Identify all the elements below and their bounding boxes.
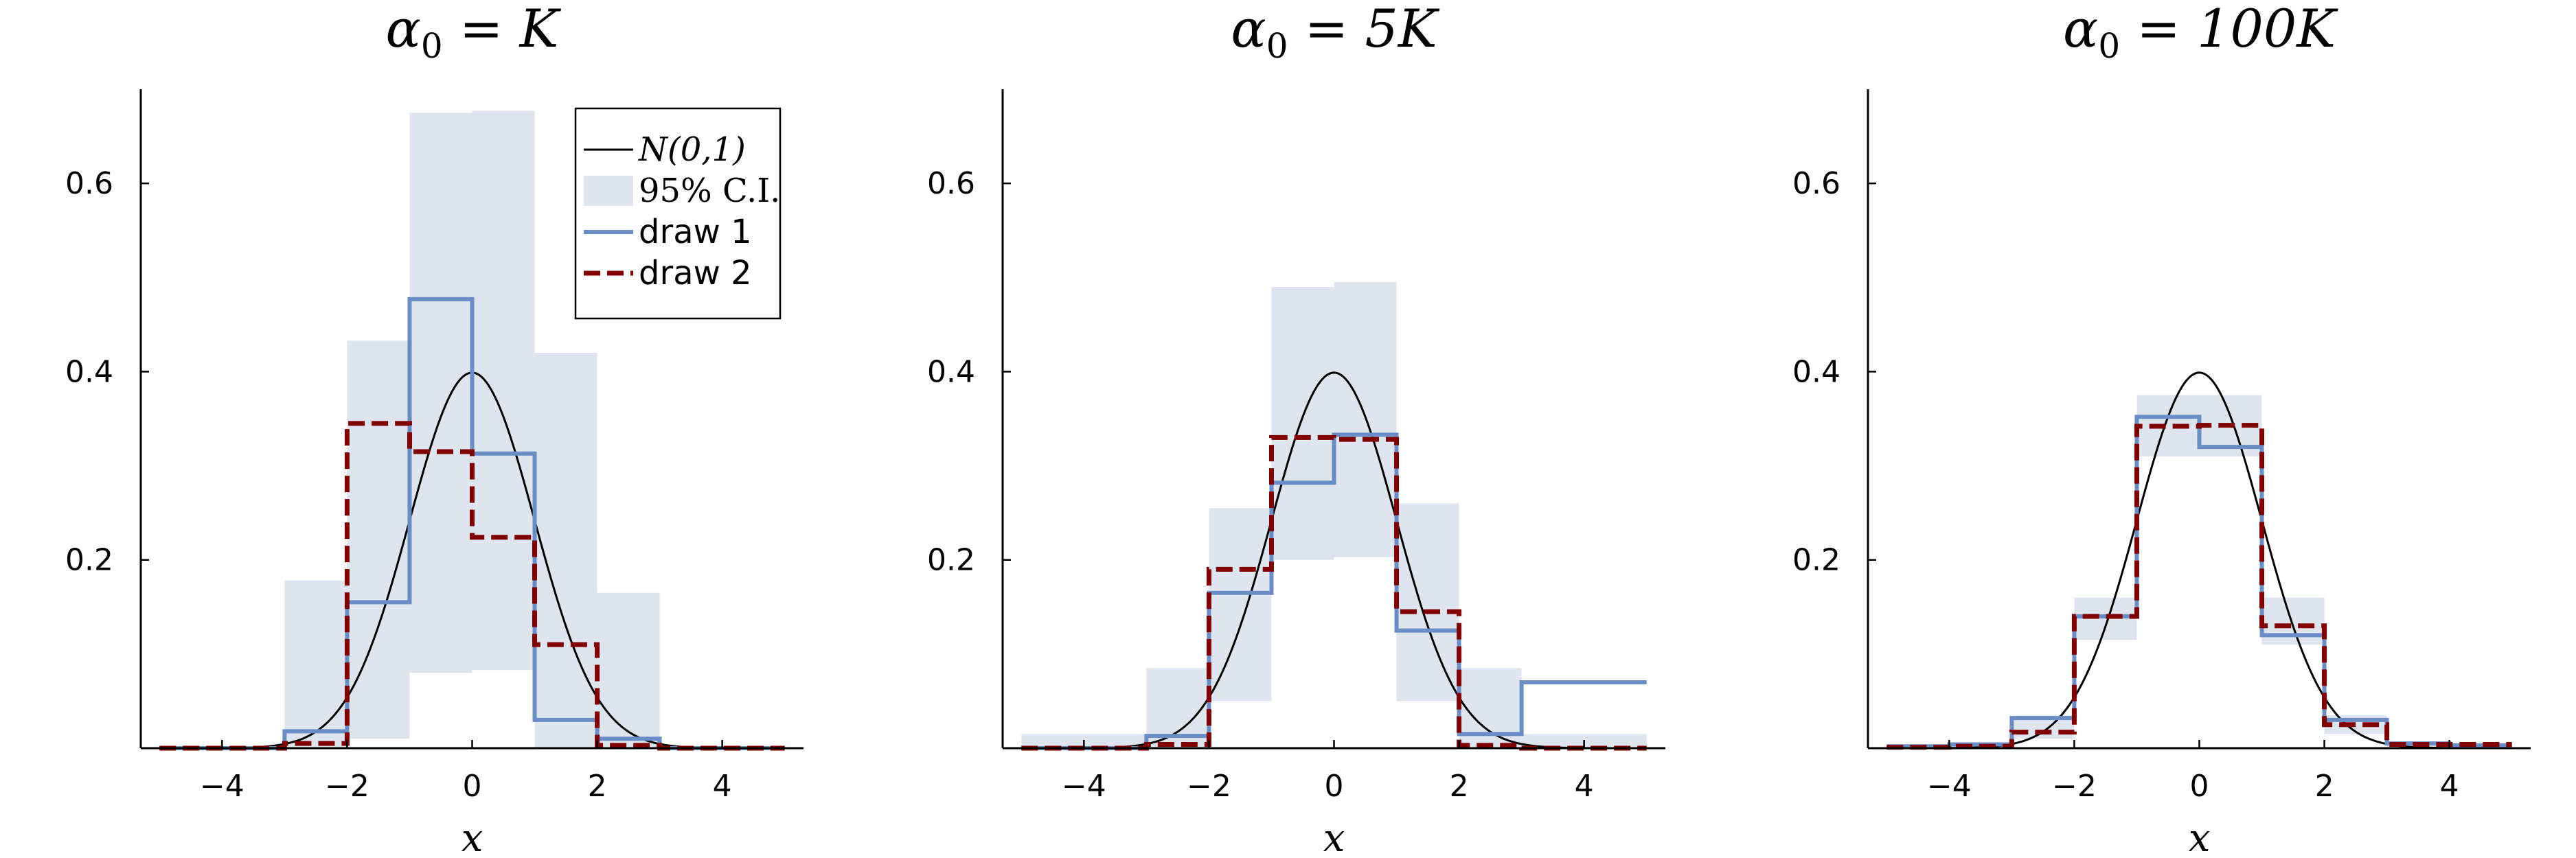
y-tick-label: 0.2 (1792, 543, 1840, 578)
y-tick-label: 0.6 (1792, 166, 1840, 201)
x-axis-label: x (1323, 816, 1345, 858)
x-tick-label: −2 (2052, 769, 2097, 804)
ci-band-bin-9 (1584, 734, 1647, 748)
x-axis-label: x (461, 816, 483, 858)
legend-label: 95% C.I. (639, 172, 780, 210)
x-tick-label: 4 (1575, 769, 1594, 804)
x-axis-label: x (2189, 816, 2211, 858)
y-tick-label: 0.4 (1792, 354, 1840, 389)
x-tick-label: 0 (463, 769, 482, 804)
draw-1-line (1887, 415, 2512, 749)
ci-band-bin-7 (597, 592, 660, 748)
x-tick-label: −4 (1927, 769, 1972, 804)
y-tick-label: 0.4 (927, 354, 975, 389)
ci-band-bin-3 (347, 340, 410, 739)
ci-band-bin-4 (2136, 395, 2200, 456)
panel-1: −4 −2 0 2 40.20.40.6α0 = KxN(0,1)95% C.I.dra… (65, 0, 803, 858)
ci-band-bin-4 (1271, 287, 1334, 560)
x-tick-label: −2 (1187, 769, 1231, 804)
legend-box (574, 107, 782, 320)
draw-2-line (1021, 434, 1647, 751)
y-tick-label: 0.6 (927, 166, 975, 201)
x-tick-label: 2 (1450, 769, 1469, 804)
ci-band-bin-7 (1459, 668, 1522, 748)
draw-2-line (1887, 423, 2512, 750)
y-tick-label: 0.6 (65, 166, 113, 201)
x-tick-label: 0 (1325, 769, 1344, 804)
draw-1-line (1021, 432, 1647, 750)
ci-band-bin-2 (284, 580, 347, 748)
x-tick-label: 4 (2440, 769, 2459, 804)
x-tick-label: 4 (713, 769, 732, 804)
y-tick-label: 0.2 (927, 543, 975, 578)
ci-band-bin-6 (2261, 597, 2325, 645)
ci-band-bin-6 (534, 353, 597, 748)
y-tick-label: 0.2 (65, 543, 113, 578)
draw-1-line (159, 297, 785, 750)
y-tick-label: 0.4 (65, 354, 113, 389)
legend-label: N(0,1) (638, 130, 746, 169)
x-tick-label: −2 (325, 769, 369, 804)
ci-band-bin-5 (472, 111, 535, 671)
ci-band-bin-3 (1209, 508, 1272, 702)
x-tick-label: −4 (200, 769, 244, 804)
x-tick-label: −4 (1062, 769, 1106, 804)
x-tick-label: 2 (2315, 769, 2334, 804)
legend-swatch-ci (584, 176, 633, 206)
chart-title: α0 = 5K (1231, 0, 1439, 66)
panel-2: −4 −2 0 2 4 0.2 0.4 0.6 α0 = 5K x (927, 0, 1665, 858)
ci-band-bin-4 (409, 113, 472, 673)
legend-label: draw 1 (639, 213, 752, 251)
ci-band-bin-8 (1521, 734, 1584, 748)
x-tick-label: 0 (2190, 769, 2209, 804)
chart-title: α0 = K (386, 0, 562, 66)
panel-3: −4 −2 0 2 4 0.2 0.4 0.6 α0 = 100K x (1792, 0, 2531, 858)
draw-2-line (159, 421, 785, 751)
ci-band-bin-6 (1396, 503, 1459, 702)
legend-label: draw 2 (639, 254, 752, 292)
x-tick-label: 2 (588, 769, 607, 804)
ci-band-bin-0 (1021, 734, 1084, 748)
ci-band-bin-1 (1084, 734, 1147, 748)
chart-title: α0 = 100K (2063, 0, 2338, 66)
